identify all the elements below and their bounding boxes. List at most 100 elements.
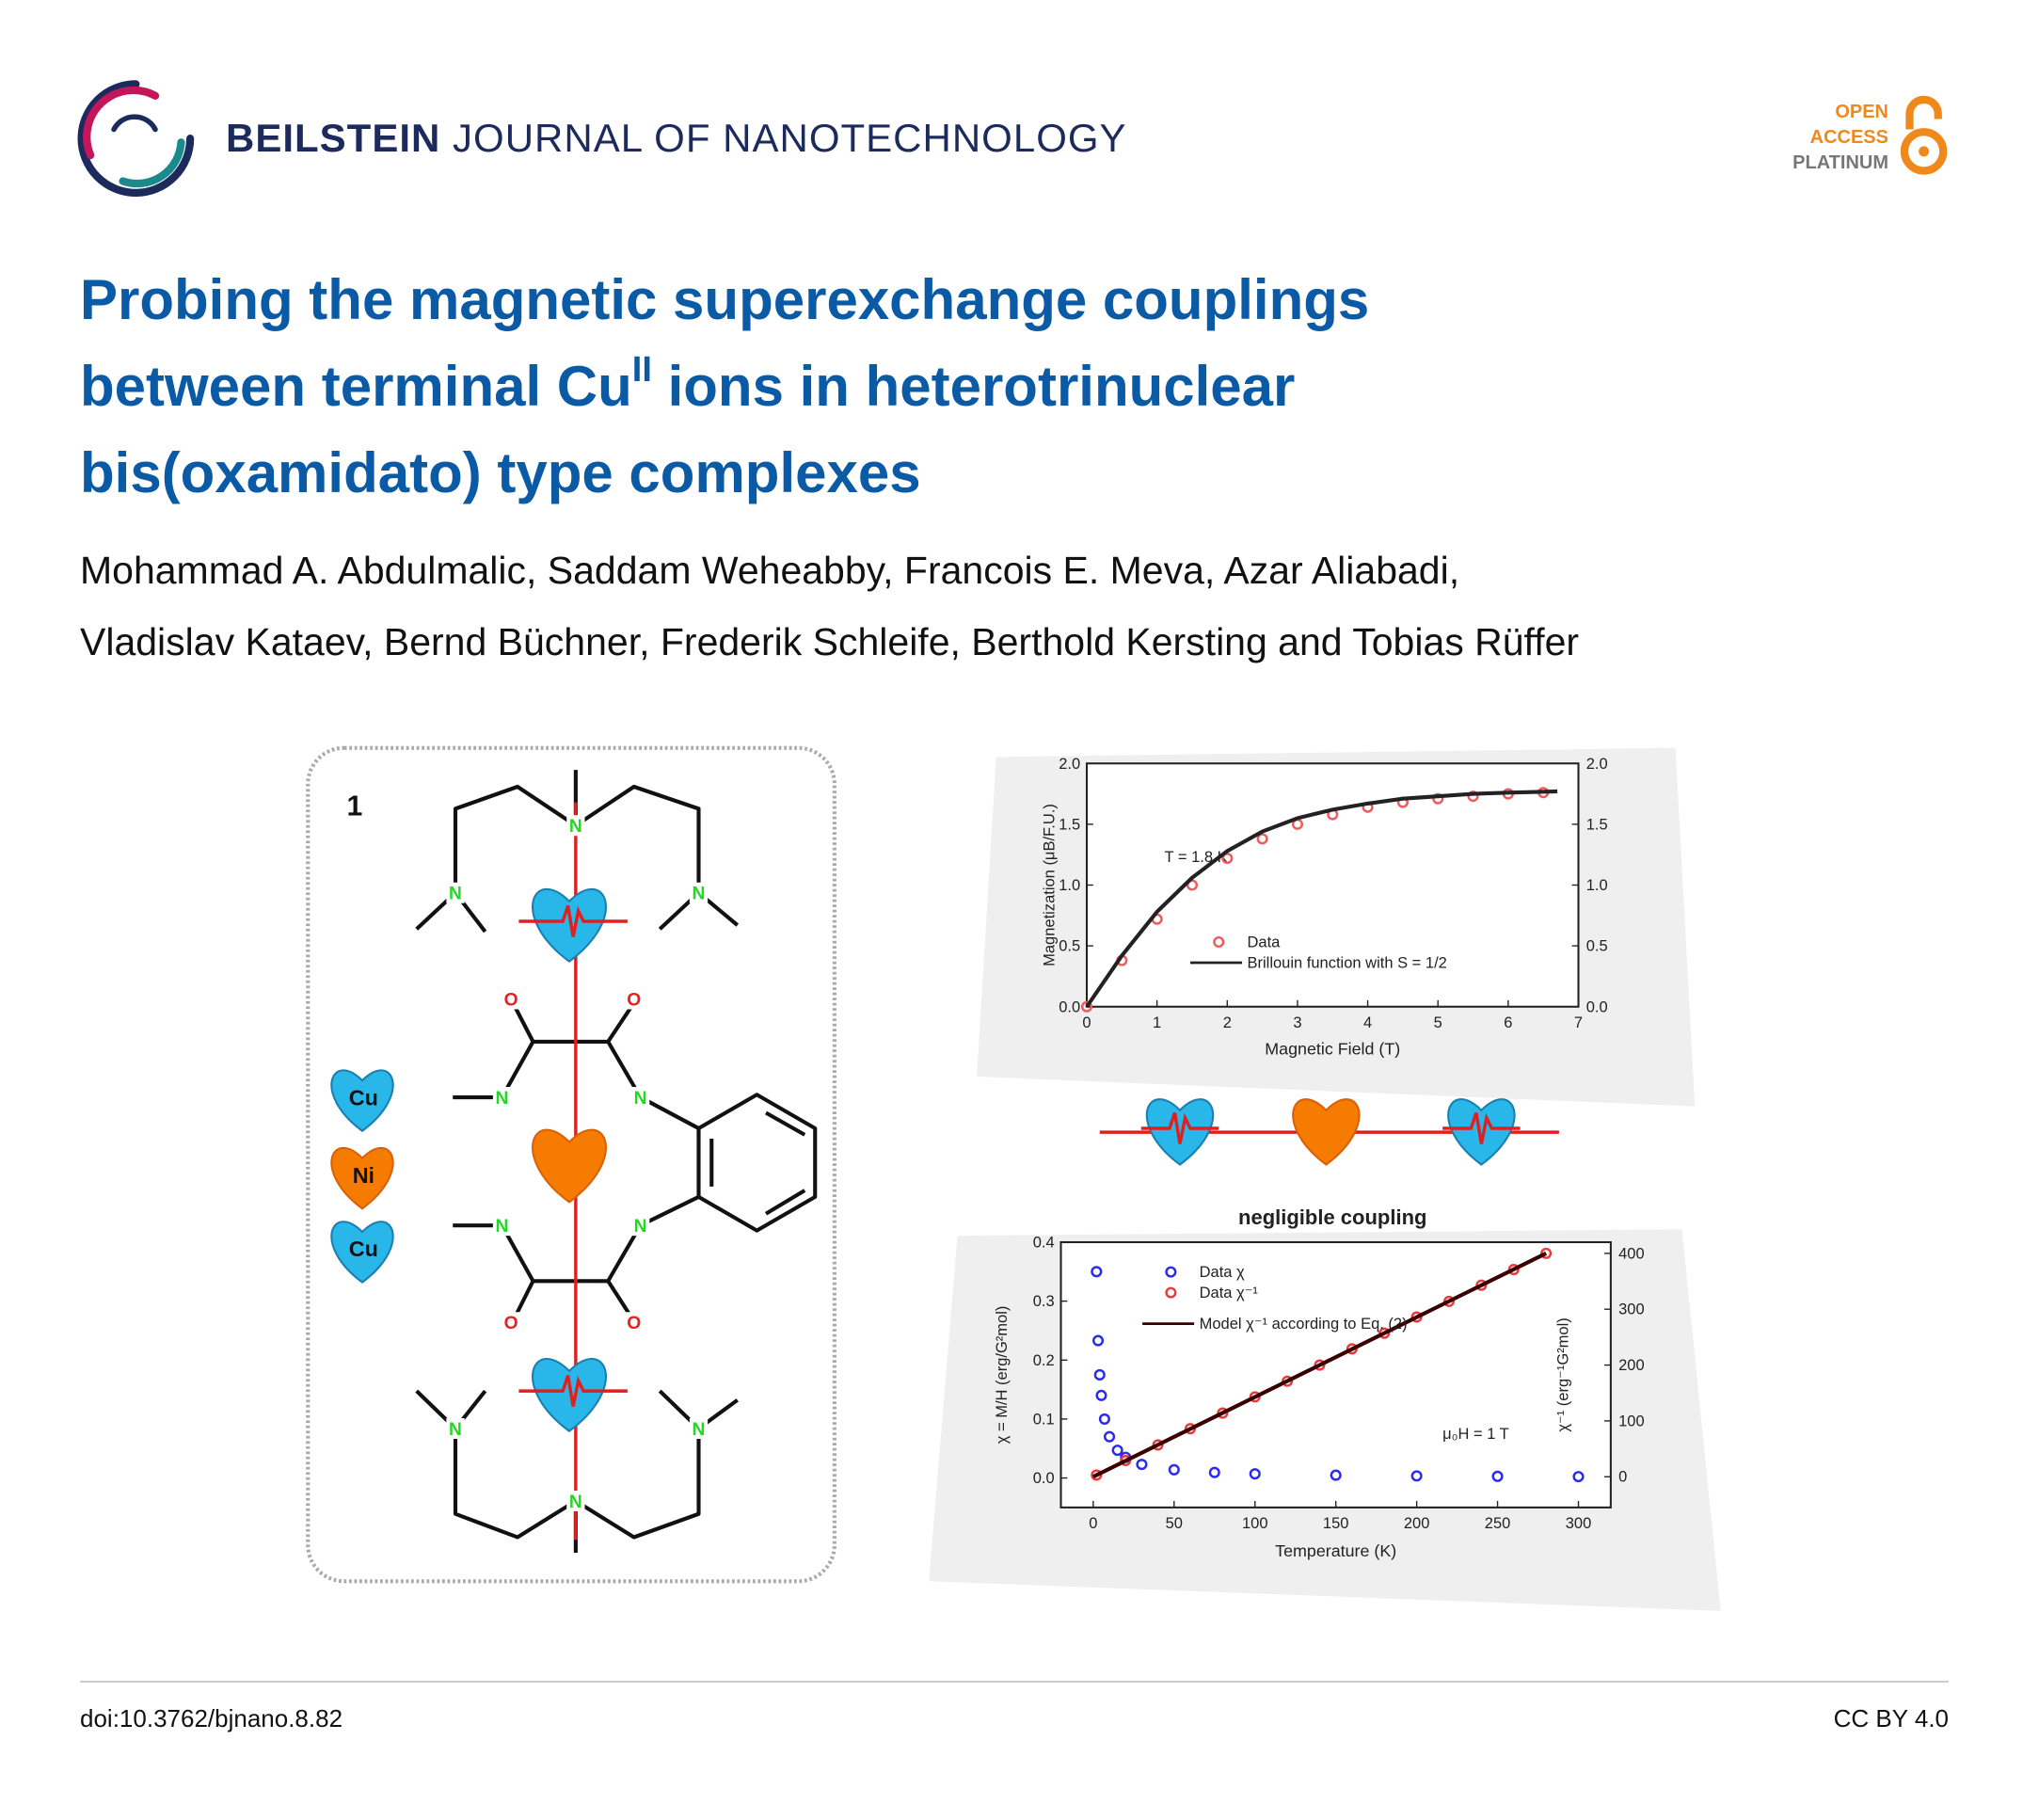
data-point <box>1330 1469 1342 1481</box>
legend-label: Ni <box>353 1163 374 1188</box>
bond <box>513 1280 535 1318</box>
benzene-ring <box>696 1093 818 1233</box>
y2-tick-label: 0 <box>1618 1469 1627 1486</box>
legend-label: Data <box>1248 934 1282 951</box>
y2-tick-label: 200 <box>1618 1357 1645 1374</box>
y2-tick-label: 0.5 <box>1586 938 1608 955</box>
y2-tick-label: 100 <box>1618 1413 1645 1429</box>
data-point <box>1208 1466 1220 1478</box>
atom-label: N <box>693 885 706 904</box>
atom-label: O <box>627 1314 641 1333</box>
y-tick-label: 2.0 <box>1059 756 1080 773</box>
atom-label: N <box>496 1089 509 1109</box>
atom-bg <box>566 815 585 837</box>
data-point <box>1111 1445 1123 1457</box>
atom-bg <box>566 1491 585 1511</box>
x-tick-label: 100 <box>1242 1515 1268 1532</box>
atom-label: N <box>449 885 462 904</box>
title-line: Probing the magnetic superexchange coupl… <box>80 268 1370 331</box>
data-point <box>1491 1470 1504 1482</box>
x-tick-label: 0 <box>1089 1515 1097 1532</box>
atom-bg <box>446 1418 465 1439</box>
zigzag <box>518 904 628 937</box>
data-point <box>1104 1430 1116 1443</box>
zigzag <box>1442 1111 1521 1144</box>
data-point <box>1095 1389 1107 1401</box>
figure-caption: negligible coupling <box>1238 1205 1426 1229</box>
y2-tick-label: 300 <box>1618 1301 1645 1318</box>
logo-arc <box>77 80 195 197</box>
y2-tick-label: 1.0 <box>1586 877 1608 894</box>
data-point <box>1467 790 1479 803</box>
legend-label: Brillouin function with S = 1/2 <box>1248 955 1447 972</box>
x-tick-label: 50 <box>1166 1515 1183 1532</box>
data-point <box>1091 1334 1105 1347</box>
legend-heart <box>330 1069 394 1133</box>
legend-marker <box>1165 1266 1177 1278</box>
title-line: between terminal CuII ions in heterotrin… <box>80 343 1774 430</box>
compound-number: 1 <box>347 790 363 822</box>
data-point <box>1098 1413 1110 1425</box>
plot-area <box>1059 1240 1612 1509</box>
atom-label: O <box>504 990 518 1010</box>
author-line: Vladislav Kataev, Bernd Büchner, Frederi… <box>80 620 1580 663</box>
x-tick-label: 7 <box>1574 1014 1583 1031</box>
atom-label: N <box>634 1217 647 1237</box>
atom-label: N <box>449 1420 462 1440</box>
legend-heart <box>330 1146 394 1210</box>
data-point <box>1256 833 1268 845</box>
badge-line: PLATINUM <box>1792 152 1888 173</box>
atom-label: O <box>627 990 641 1010</box>
open-access-badge: OPEN ACCESS PLATINUM <box>1792 100 1888 176</box>
y-tick-label: 0.2 <box>1033 1352 1055 1369</box>
atom-bg <box>631 1087 650 1108</box>
atom-label: N <box>569 1493 582 1512</box>
bond <box>574 1429 701 1540</box>
x-tick-label: 5 <box>1434 1014 1442 1031</box>
legend-label: Data χ <box>1200 1264 1245 1281</box>
y2-axis-label: χ⁻¹ (erg⁻¹G²mol) <box>1555 1317 1572 1431</box>
y2-tick-label: 1.5 <box>1586 816 1608 833</box>
x-tick-label: 0 <box>1082 1014 1091 1031</box>
bond <box>764 1110 806 1137</box>
x-tick-label: 1 <box>1153 1014 1161 1031</box>
fit-line <box>1085 789 1558 1008</box>
atom-bg <box>492 1215 512 1237</box>
y2-tick-label: 2.0 <box>1586 756 1608 773</box>
legend-marker <box>1213 935 1225 949</box>
x-tick-label: 250 <box>1485 1515 1511 1532</box>
lock-body <box>1900 128 1948 175</box>
data-point <box>1540 1247 1553 1259</box>
y-tick-label: 0.3 <box>1033 1293 1055 1310</box>
bond <box>453 1429 577 1540</box>
atom-label: N <box>693 1420 706 1440</box>
data-point <box>1168 1463 1180 1476</box>
annotation: μ₀H = 1 T <box>1442 1426 1509 1443</box>
atom-bg <box>689 882 709 903</box>
x-tick-label: 3 <box>1293 1014 1301 1031</box>
cu-heart <box>1447 1098 1516 1166</box>
authors: Mohammad A. Abdulmalic, Saddam Weheabby,… <box>80 535 1962 678</box>
y-tick-label: 0.1 <box>1033 1411 1055 1428</box>
bond <box>606 1280 633 1318</box>
atom-bg <box>631 1215 650 1237</box>
atom-bg <box>492 1087 512 1108</box>
bond <box>513 1005 535 1043</box>
ni-heart <box>1292 1098 1361 1166</box>
data-point <box>1432 792 1444 805</box>
x-tick-label: 300 <box>1566 1515 1592 1532</box>
doi: doi:10.3762/bjnano.8.82 <box>80 1704 343 1732</box>
atom-bg <box>625 1312 644 1333</box>
badge-line: OPEN <box>1835 102 1888 122</box>
y-tick-label: 0.5 <box>1059 938 1080 955</box>
atom-label: O <box>504 1314 518 1333</box>
y-tick-label: 1.5 <box>1059 816 1080 833</box>
lock-hole <box>1919 146 1930 157</box>
badge-line: ACCESS <box>1809 127 1888 148</box>
data-point <box>1186 879 1199 891</box>
article-title: Probing the magnetic superexchange coupl… <box>80 257 1774 517</box>
legend-label: Data χ⁻¹ <box>1200 1285 1259 1301</box>
journal-rest: JOURNAL OF NANOTECHNOLOGY <box>440 116 1127 160</box>
figure-group: N N N N N N N N N N O O O O 1 Cu Ni Cu negligible coupling… <box>77 80 1948 1611</box>
